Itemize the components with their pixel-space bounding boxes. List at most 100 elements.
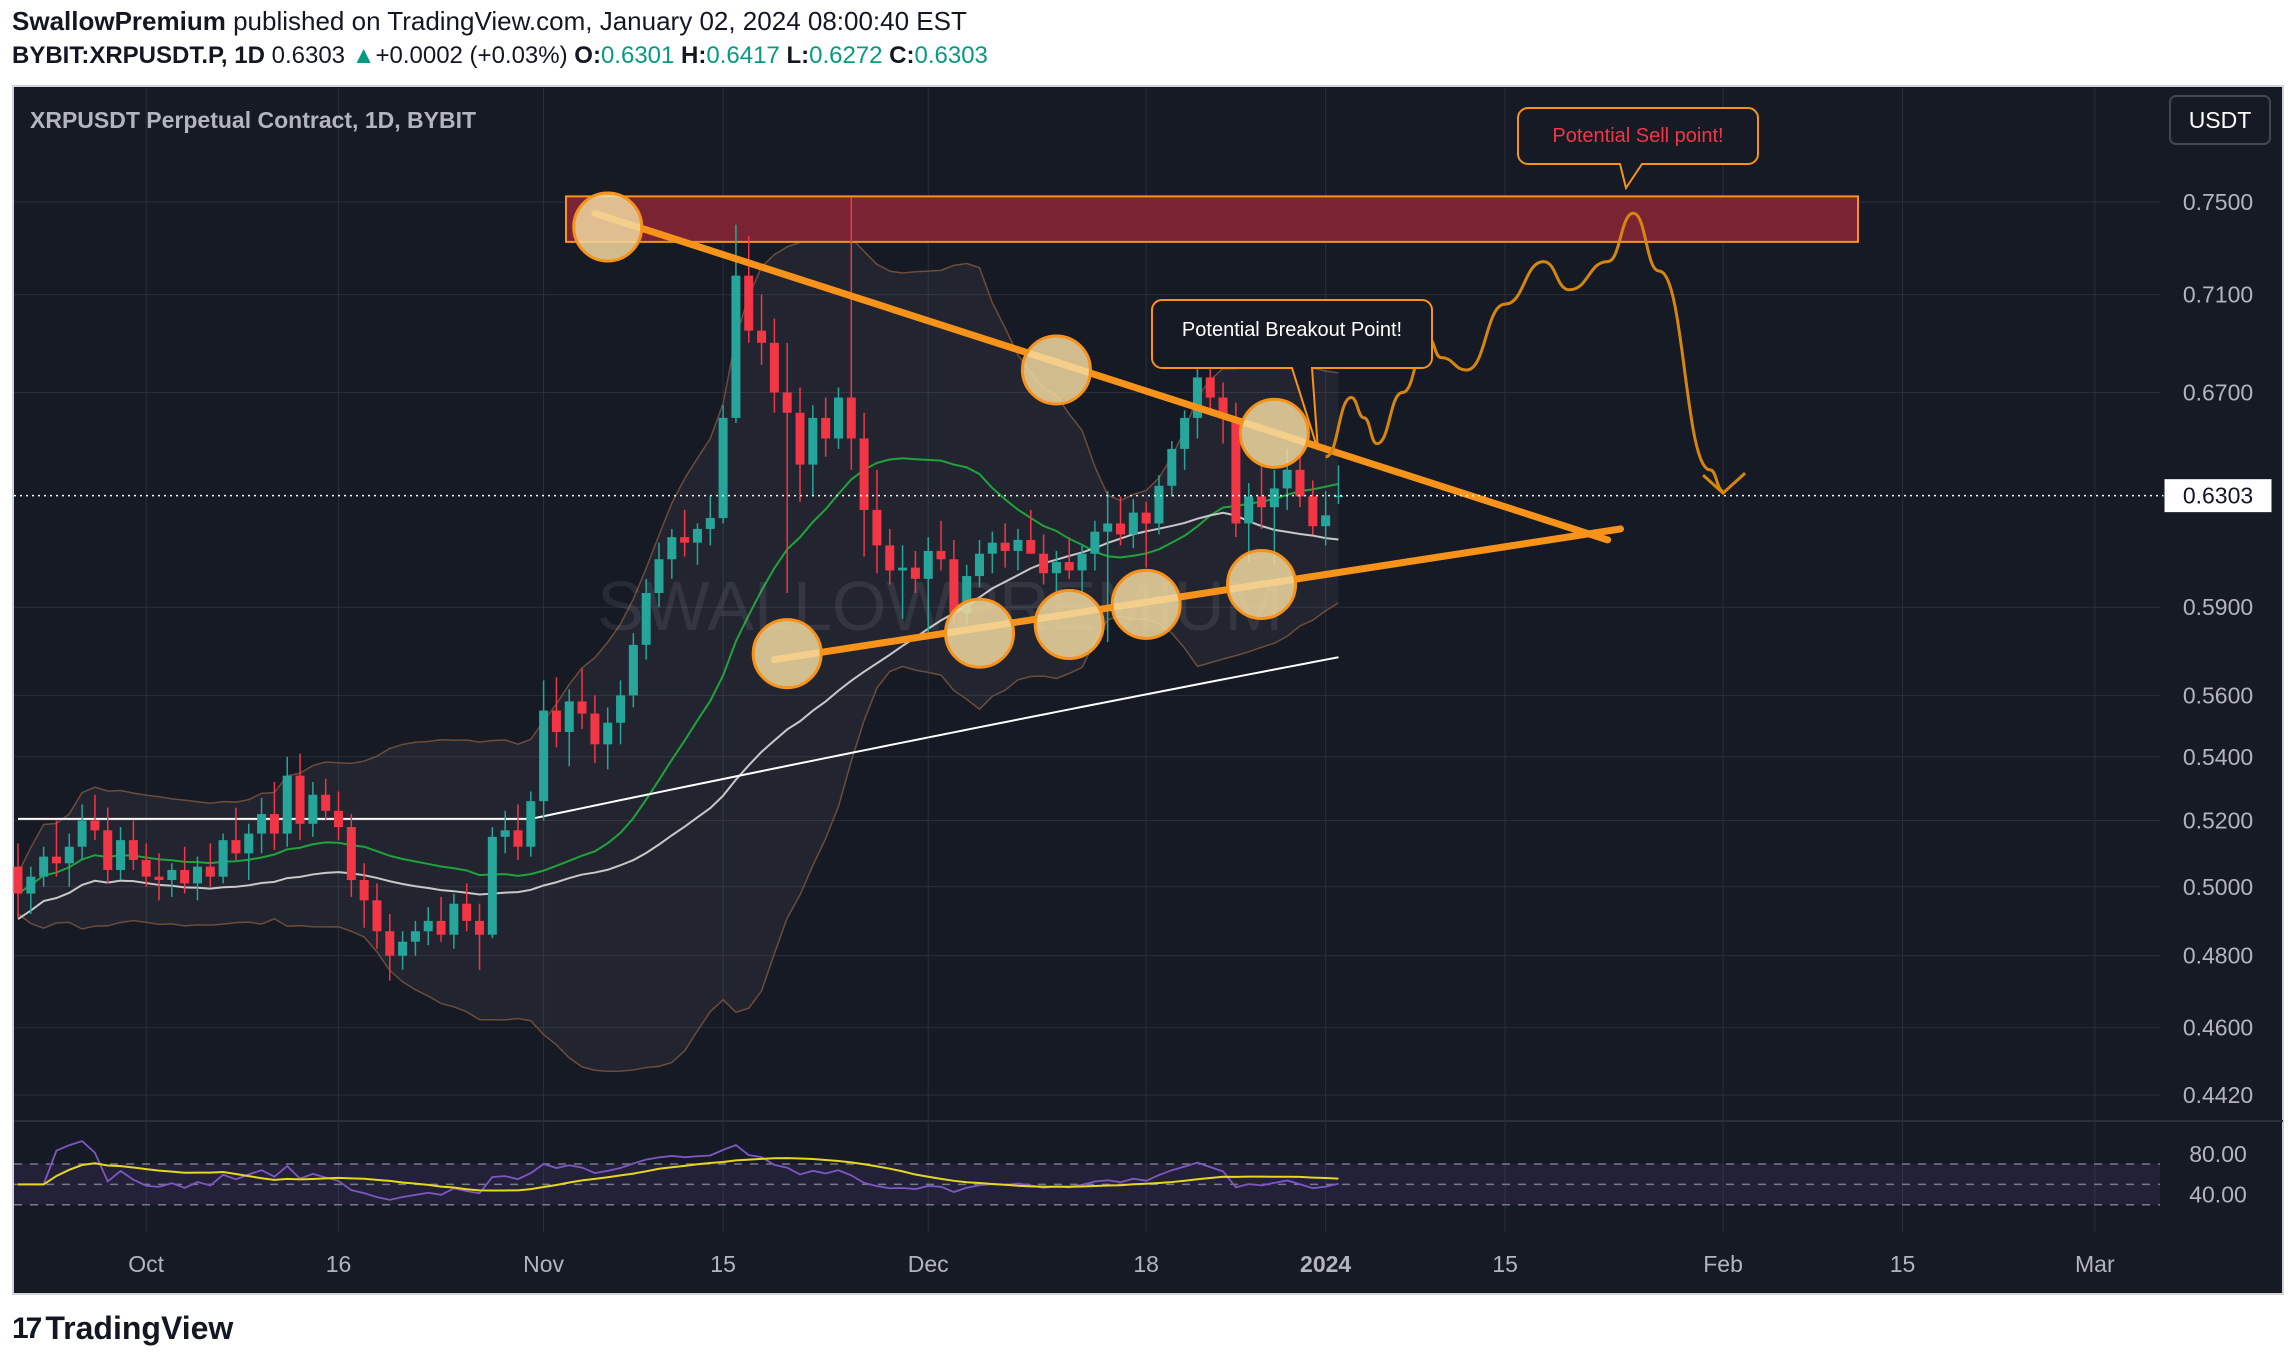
descending-trendline <box>591 209 1612 544</box>
touch-point-circle <box>1033 589 1105 661</box>
price-tick-label: 0.7100 <box>2183 282 2253 308</box>
symbol-label: BYBIT:XRPUSDT.P, 1D <box>12 42 265 69</box>
candle-body <box>1257 496 1267 508</box>
touch-point-circle <box>1020 334 1092 406</box>
breakout-callout-text: Potential Breakout Point! <box>1182 319 1402 341</box>
candle-body <box>334 810 343 828</box>
candle-body <box>757 330 767 343</box>
candle-body <box>923 550 933 579</box>
open-label: O: <box>574 42 601 69</box>
tradingview-footer[interactable]: 17 TradingView <box>12 1310 233 1347</box>
candle-body <box>821 417 831 439</box>
candle-body <box>13 866 23 894</box>
candle-body <box>910 567 920 579</box>
candle-body <box>731 275 741 418</box>
time-tick-label: Oct <box>128 1251 164 1277</box>
last-price: 0.6303 <box>271 42 346 69</box>
candle-body <box>526 801 536 847</box>
candle-body <box>1321 515 1331 527</box>
candle-body <box>1013 539 1023 551</box>
sell-callout-text: Potential Sell point! <box>1552 125 1723 147</box>
currency-button[interactable]: USDT <box>2189 107 2252 133</box>
ma-20-line <box>17 457 1339 895</box>
candle-body <box>128 840 138 860</box>
candle-body <box>103 830 113 870</box>
author-name[interactable]: SwallowPremium <box>12 6 226 36</box>
price-change: +0.0002 (+0.03%) <box>375 42 568 69</box>
time-tick-label: 16 <box>326 1251 352 1277</box>
price-tick-label: 0.5900 <box>2183 594 2253 620</box>
rsi-tick-label: 40.00 <box>2189 1182 2247 1208</box>
rsi-line <box>18 1140 1339 1201</box>
time-axis[interactable]: Oct 16 Nov 15 Dec 18 2024 15 Feb 15 Mar <box>128 1251 2115 1277</box>
candle-body <box>1077 553 1087 571</box>
ohlc-header: BYBIT:XRPUSDT.P, 1D 0.6303 ▲+0.0002 (+0.… <box>12 42 988 70</box>
candle-body <box>282 775 292 834</box>
candle-body <box>257 814 267 834</box>
candle-body <box>564 701 574 732</box>
candle-body <box>26 876 36 894</box>
bollinger-upper <box>17 229 1339 874</box>
price-tick-label: 0.4600 <box>2183 1015 2253 1041</box>
candle-body <box>231 840 241 854</box>
candle-body <box>1218 397 1228 418</box>
candle-body <box>359 880 369 901</box>
time-tick-label: 15 <box>1890 1251 1916 1277</box>
time-tick-label: Nov <box>523 1251 564 1277</box>
published-text: published on TradingView.com, January 02… <box>233 6 967 36</box>
candle-body <box>654 559 664 593</box>
price-tick-label: 0.6700 <box>2183 379 2253 405</box>
candle-body <box>1103 523 1113 532</box>
candle-body <box>898 567 908 571</box>
candle-body <box>718 417 728 519</box>
candle-body <box>205 866 215 877</box>
candle-body <box>1192 377 1202 418</box>
candle-body <box>423 920 433 932</box>
candle-body <box>1000 542 1010 551</box>
candle-body <box>795 412 805 465</box>
price-axis[interactable]: 0.7500 0.7100 0.6700 0.5900 0.5600 0.5400 0.52… <box>2183 189 2253 1108</box>
time-tick-label: 18 <box>1133 1251 1159 1277</box>
candle-body <box>244 833 254 854</box>
candle-body <box>1333 495 1343 498</box>
projected-path <box>1325 211 1724 493</box>
candle-body <box>64 846 74 864</box>
tradingview-logo-icon: 17 <box>12 1311 42 1345</box>
candle-body <box>1231 417 1241 524</box>
candle-body <box>513 830 523 847</box>
candle-body <box>1051 562 1061 574</box>
candle-body <box>269 814 279 834</box>
candle-body <box>90 820 100 831</box>
candle-body <box>987 542 997 554</box>
touch-points <box>572 191 1310 690</box>
candle-body <box>859 438 869 510</box>
candle-body <box>475 920 485 935</box>
candle-body <box>782 392 792 413</box>
candle-body <box>410 931 420 942</box>
candle-body <box>975 553 984 577</box>
current-price-tag <box>2163 478 2273 514</box>
touch-point-circle <box>1226 548 1298 620</box>
touch-point-circle <box>1110 568 1182 640</box>
candle-body <box>962 576 972 613</box>
candle-body <box>1141 512 1151 524</box>
candle-body <box>667 537 677 560</box>
price-tick-label: 0.5000 <box>2183 874 2253 900</box>
price-tick-label: 0.4800 <box>2183 943 2253 969</box>
low-label: L: <box>786 42 810 69</box>
time-tick-label: Mar <box>2075 1251 2115 1277</box>
candle-body <box>346 827 356 881</box>
candle-body <box>577 701 587 714</box>
candle-body <box>603 722 613 745</box>
candle-body <box>462 903 472 921</box>
candle-body <box>590 713 600 745</box>
price-tick-label: 0.5600 <box>2183 682 2253 708</box>
price-tick-label: 0.4420 <box>2183 1082 2253 1108</box>
close-value: 0.6303 <box>914 42 988 69</box>
candle-body <box>116 840 126 870</box>
candle-body <box>808 417 818 465</box>
candle-body <box>1039 553 1049 574</box>
high-label: H: <box>681 42 707 69</box>
candle-body <box>192 866 202 884</box>
